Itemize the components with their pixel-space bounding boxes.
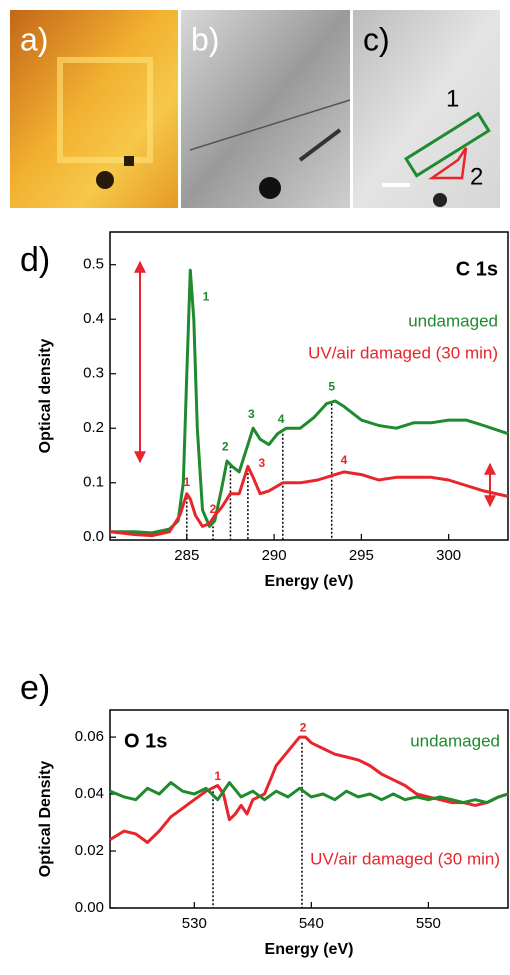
y-tick-label: 0.4 — [83, 310, 104, 327]
peak-label: 4 — [341, 453, 348, 467]
peak-label: 4 — [278, 412, 285, 426]
y-tick-label: 0.02 — [75, 842, 104, 859]
image-b — [181, 10, 351, 208]
y-tick-label: 0.06 — [75, 728, 104, 745]
series-line — [109, 781, 509, 805]
panel-label: e) — [20, 669, 50, 707]
x-axis-label: Energy (eV) — [265, 573, 354, 590]
chart: e) O 1s Energy (eV) Optical Density 530 540 55… — [20, 669, 509, 958]
plot-frame — [109, 231, 509, 541]
legend-label: UV/air damaged (30 min) — [308, 343, 498, 362]
series-line — [109, 735, 509, 844]
image-annotation: 1 — [446, 85, 459, 112]
panel-label: d) — [20, 241, 50, 279]
y-tick-label: 0.3 — [83, 365, 104, 382]
chart: d) C 1s Energy (eV) Optical density 285 290 29… — [20, 231, 509, 590]
peak-label: 2 — [222, 439, 229, 453]
x-tick-label: 530 — [182, 915, 207, 932]
y-tick-label: 0.00 — [75, 899, 104, 916]
peak-label: 2 — [300, 721, 307, 735]
x-tick-label: 285 — [174, 547, 199, 564]
x-tick-label: 550 — [416, 915, 441, 932]
x-axis-label: Energy (eV) — [265, 941, 354, 958]
y-tick-label: 0.2 — [83, 419, 104, 436]
panel-label: c) — [363, 21, 390, 57]
series-line — [110, 268, 509, 535]
chart-title: C 1s — [456, 258, 498, 280]
x-tick-label: 290 — [262, 547, 287, 564]
panel-label: b) — [191, 21, 219, 57]
peak-label: 1 — [214, 769, 221, 783]
peak-label: 1 — [203, 290, 210, 304]
peak-label: 2 — [210, 502, 217, 516]
legend-label: UV/air damaged (30 min) — [310, 849, 500, 868]
plot-frame — [109, 709, 509, 909]
x-tick-label: 540 — [299, 915, 324, 932]
peak-label: 1 — [183, 475, 190, 489]
y-tick-label: 0.04 — [75, 785, 104, 802]
image-a — [10, 10, 178, 208]
y-tick-label: 0.1 — [83, 474, 104, 491]
panel-label: a) — [20, 21, 48, 57]
chart-title: O 1s — [124, 730, 167, 752]
x-tick-label: 300 — [436, 547, 461, 564]
image-annotation: 2 — [470, 163, 483, 190]
peak-label: 3 — [248, 407, 255, 421]
y-tick-label: 0.5 — [83, 256, 104, 273]
x-tick-label: 295 — [349, 547, 374, 564]
y-axis-label: Optical density — [37, 339, 54, 454]
peak-label: 5 — [328, 380, 335, 394]
y-tick-label: 0.0 — [83, 528, 104, 545]
peak-label: 3 — [259, 456, 266, 470]
y-axis-label: Optical Density — [37, 761, 54, 878]
legend-label: undamaged — [408, 311, 498, 330]
image-c — [353, 10, 500, 208]
series-line — [109, 464, 509, 538]
legend-label: undamaged — [410, 731, 500, 750]
